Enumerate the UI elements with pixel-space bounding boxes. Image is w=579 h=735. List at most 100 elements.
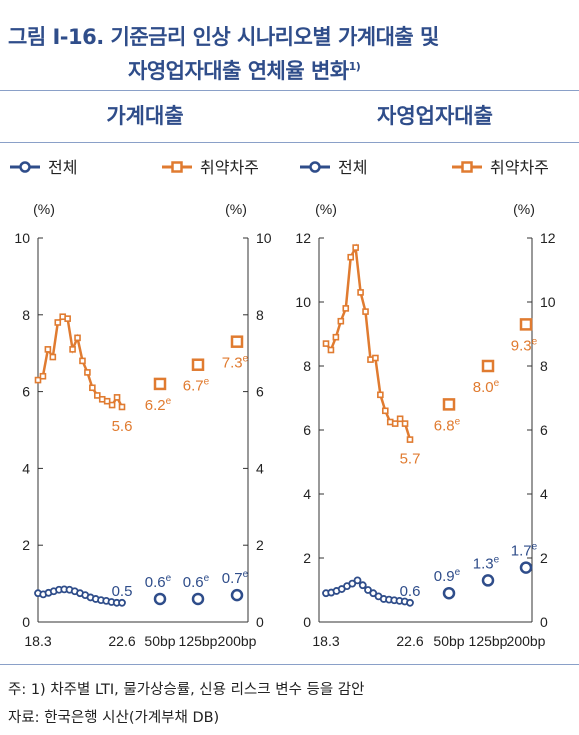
panel-title-rule: [0, 142, 579, 143]
panel1-point-vulnerable: [89, 384, 96, 392]
panel1-end-label-all: 0.5: [112, 583, 133, 600]
panel1-scenario-label-vulnerable: 6.2e: [145, 396, 172, 414]
panel1-ytick-label-left: 2: [22, 537, 30, 553]
panel2-estimate-mark: e: [494, 554, 500, 565]
panel2-point-all: [364, 586, 372, 594]
footnote: 주: 1) 차주별 LTI, 물가상승률, 신용 리스크 변수 등을 감안: [8, 682, 365, 698]
panel2-ylabel-right: (%): [513, 201, 535, 217]
panel1-point-vulnerable: [93, 392, 101, 399]
panel1-legend-label-vulnerable: 취약차주: [200, 159, 259, 177]
panel1-point-vulnerable: [44, 346, 52, 353]
panel2-legend-marker-all: [309, 161, 321, 173]
panel2-point-vulnerable: [322, 340, 330, 347]
panel1-ylabel-left: (%): [33, 201, 55, 217]
panel1-estimate-mark: e: [243, 569, 249, 580]
panel2-point-vulnerable: [362, 308, 369, 315]
panel1-point-vulnerable: [103, 397, 111, 405]
panel1-scenario-marker-all: [230, 588, 244, 602]
figure-title-prefix: 그림: [8, 25, 46, 49]
panel2-scenario-label-vulnerable: 9.3e: [511, 336, 538, 354]
panel1-estimate-mark: e: [166, 573, 172, 584]
panel1-xtick-label: 50bp: [144, 633, 175, 649]
panel2-point-all: [353, 576, 362, 585]
panel2-legend-marker-vulnerable: [461, 161, 473, 173]
panel-title-household: 가계대출: [106, 104, 184, 128]
panel1-ytick-label-left: 10: [14, 230, 30, 246]
panel2-scenario-label-vulnerable: 8.0e: [473, 378, 500, 396]
panel1-scenario-label-all: 0.6e: [145, 573, 172, 591]
figure-number: Ⅰ-16.: [52, 25, 104, 49]
panel2-xtick-label: 50bp: [433, 633, 464, 649]
panel1-ytick-label-left: 0: [22, 614, 30, 630]
panel1-point-vulnerable: [74, 334, 81, 342]
panel2-point-all: [358, 581, 367, 590]
title-footnote-mark: 1): [348, 60, 361, 73]
panel1-scenario-label-vulnerable: 7.3e: [222, 354, 249, 372]
panel1-xtick-label: 125bp: [179, 633, 218, 649]
panel2-point-vulnerable: [401, 420, 409, 427]
panel1-end-label-vulnerable: 5.6: [112, 418, 133, 435]
panel1-xtick-label: 18.3: [24, 633, 51, 649]
panel1-scenario-marker-vulnerable: [153, 377, 167, 391]
panel1-ytick-label-left: 8: [22, 307, 30, 323]
panel1-estimate-mark: e: [166, 396, 172, 407]
panel1-ytick-label-right: 6: [256, 384, 264, 400]
panel2-xtick-label: 22.6: [396, 633, 423, 649]
figure-title-line1: 기준금리 인상 시나리오별 가계대출 및: [110, 25, 440, 49]
panel2-ytick-label-right: 12: [540, 230, 556, 246]
panel1-scenario-label-all: 0.6e: [183, 573, 210, 591]
panel2-legend-label-vulnerable: 취약차주: [490, 159, 549, 177]
panel1-ytick-label-right: 4: [256, 460, 264, 476]
panel1-point-vulnerable: [54, 319, 62, 326]
panel2-point-vulnerable: [337, 317, 345, 325]
panel2-ytick-label-left: 6: [303, 422, 311, 438]
panel2-point-all: [348, 579, 357, 588]
panel1-ytick-label-left: 6: [22, 384, 30, 400]
panel2-estimate-mark: e: [455, 416, 461, 427]
panel2-point-vulnerable: [391, 420, 399, 427]
panel2-point-vulnerable: [381, 407, 389, 415]
panel1-scenario-marker-all: [191, 592, 205, 606]
panel2-ytick-label-right: 6: [540, 422, 548, 438]
panel1-xtick-label: 200bp: [218, 633, 257, 649]
title-rule: [0, 90, 579, 91]
panel2-point-vulnerable: [396, 415, 404, 423]
panel1-ytick-label-right: 8: [256, 307, 264, 323]
panel2-ytick-label-left: 8: [303, 358, 311, 374]
panel2-ytick-label-right: 4: [540, 486, 548, 502]
panel1-point-vulnerable: [39, 372, 47, 380]
panel2-ytick-label-right: 2: [540, 550, 548, 566]
panel2-scenario-marker-all: [442, 586, 456, 600]
panel2-point-vulnerable: [342, 305, 350, 312]
panel1-scenario-label-all: 0.7e: [222, 569, 249, 587]
panel1-legend-marker-vulnerable: [171, 161, 183, 173]
panel2-ytick-label-left: 12: [295, 230, 311, 246]
panel1-point-vulnerable: [84, 369, 91, 376]
panel2-ytick-label-right: 0: [540, 614, 548, 630]
panel2-ytick-label-left: 4: [303, 486, 311, 502]
panel2-point-vulnerable: [372, 354, 379, 362]
panel2-estimate-mark: e: [455, 567, 461, 578]
panel1-point-vulnerable: [64, 315, 71, 322]
panel2-ytick-label-right: 10: [540, 294, 556, 310]
panel1-ylabel-right: (%): [225, 201, 247, 217]
panel1-point-vulnerable: [113, 394, 121, 401]
source-note: 자료: 한국은행 시산(가계부채 DB): [8, 710, 220, 726]
panel2-estimate-mark: e: [532, 336, 538, 347]
panel2-estimate-mark: e: [494, 378, 500, 389]
panel1-estimate-mark: e: [243, 354, 249, 365]
panel2-point-all: [406, 598, 414, 607]
panel2-legend-label-all: 전체: [338, 159, 367, 177]
panel2-ytick-label-left: 2: [303, 550, 311, 566]
panel2-point-vulnerable: [357, 289, 364, 296]
panel2-end-label-all: 0.6: [400, 583, 421, 600]
panel2-ytick-label-left: 0: [303, 614, 311, 630]
panel2-scenario-marker-all: [481, 574, 495, 587]
panel2-series-line-vulnerable: [325, 243, 412, 440]
panel1-legend-label-all: 전체: [48, 159, 77, 177]
panel1-point-vulnerable: [118, 403, 126, 411]
panel1-legend-marker-all: [19, 161, 31, 173]
panel1-point-vulnerable: [79, 357, 86, 365]
figure-title-line2: 자영업자대출 연체율 변화: [128, 59, 349, 83]
panel1-estimate-mark: e: [204, 573, 210, 584]
